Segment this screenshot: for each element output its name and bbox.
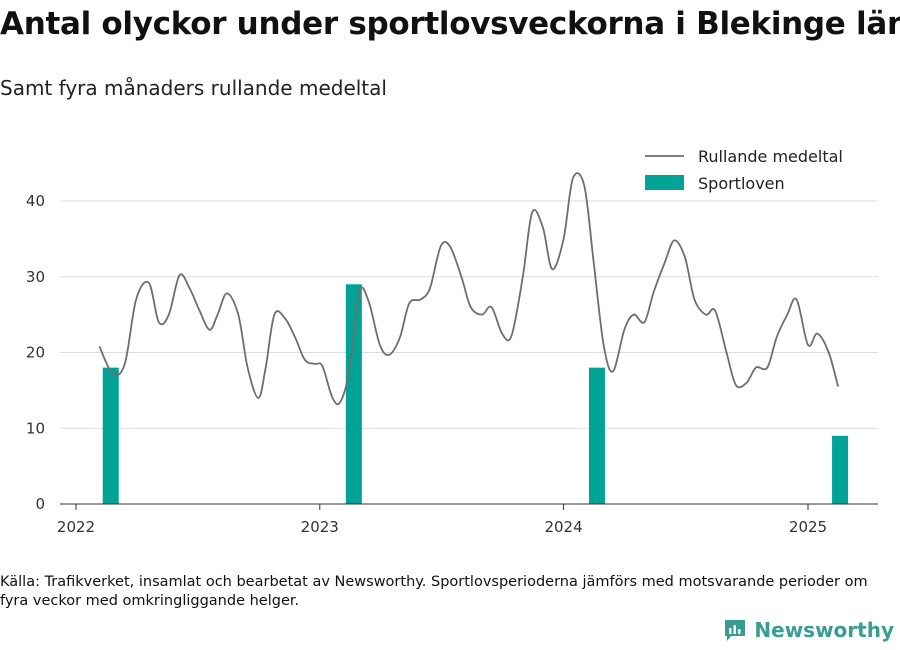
x-tick-label: 2023: [301, 518, 339, 536]
legend-bar-swatch: [645, 175, 684, 190]
newsworthy-logo-icon: [725, 620, 746, 641]
newsworthy-logo[interactable]: Newsworthy: [722, 617, 894, 643]
x-tick-label: 2024: [544, 518, 582, 536]
x-tick-label: 2022: [57, 518, 95, 536]
y-tick-label: 0: [35, 495, 45, 513]
y-tick-label: 10: [26, 419, 45, 437]
y-tick-label: 30: [26, 268, 45, 286]
bar-sportloven: [832, 435, 849, 504]
chart-subtitle: Samt fyra månaders rullande medeltal: [0, 76, 387, 100]
newsworthy-logo-text: Newsworthy: [754, 618, 894, 642]
bar-sportloven: [345, 284, 362, 504]
y-tick-label: 20: [26, 344, 45, 362]
legend-label-sportloven: Sportloven: [698, 174, 785, 193]
x-tick-label: 2025: [789, 518, 827, 536]
bar-sportloven: [102, 367, 119, 504]
y-tick-label: 40: [26, 192, 45, 210]
source-note: Källa: Trafikverket, insamlat och bearbe…: [0, 574, 868, 609]
accident-chart: 0 10 20 30 40 2022 2023 2024 2025 Rullande medelt…: [26, 140, 878, 536]
bar-sportloven: [588, 367, 605, 504]
chart-title: Antal olyckor under sportlovsveckorna i …: [0, 6, 900, 42]
legend-label-rullande: Rullande medeltal: [698, 147, 843, 166]
line-rullande-medeltal: [98, 172, 839, 406]
